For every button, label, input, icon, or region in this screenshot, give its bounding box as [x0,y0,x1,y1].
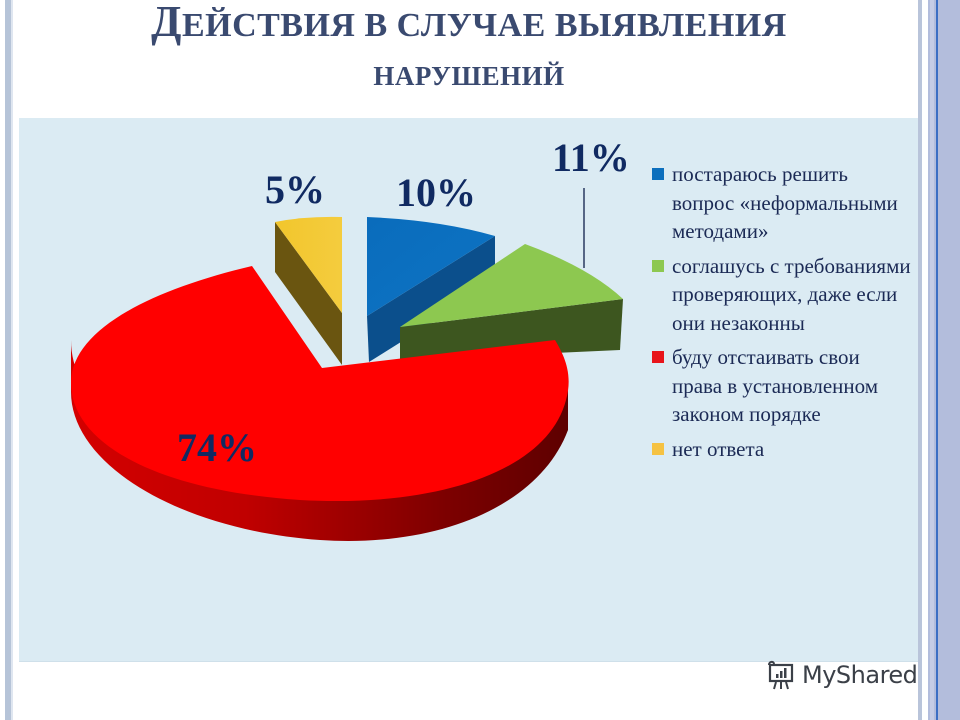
label-10-percent: 10% [396,170,476,215]
slide-title: ДЕЙСТВИЯ В СЛУЧАЕ ВЫЯВЛЕНИЯ НАРУШЕНИЙ [20,0,918,104]
legend-swatch-blue [652,168,664,180]
legend-label: буду отстаивать свои права в установленн… [672,345,879,426]
slide-title-line2: НАРУШЕНИЙ [373,61,565,91]
watermark: MyShared [766,655,918,695]
left-border-inner [11,0,13,720]
legend-label: нет ответа [672,436,765,461]
label-5-percent: 5% [265,167,325,212]
slice-no-answer [275,216,342,365]
presentation-board-icon [768,660,794,690]
slice-comply [400,244,623,360]
legend-label: постараюсь решить вопрос «неформальными … [672,162,898,243]
title-initial: Д [151,0,182,46]
right-edge-line [936,0,938,720]
chart-area: 5% 10% 11% 74% [19,118,918,662]
slice-informal-methods [367,217,495,362]
legend-item-comply: соглашусь с требованиями проверяющих, да… [652,252,914,338]
chart-legend: постараюсь решить вопрос «неформальными … [652,160,914,469]
right-border [918,0,922,720]
title-line1-text: ЕЙСТВИЯ В СЛУЧАЕ ВЫЯВЛЕНИЯ [181,7,787,44]
right-edge-highlight [930,0,934,720]
legend-swatch-yellow [652,442,664,455]
slice-defend-rights [70,266,569,541]
left-border [5,0,11,720]
label-74-percent: 74% [177,425,257,470]
label-11-percent: 11% [552,135,630,180]
pie-chart [70,188,623,541]
legend-swatch-red [652,351,664,363]
watermark-text: MyShared [802,661,918,689]
legend-label: соглашусь с требованиями проверяющих, да… [672,253,911,335]
legend-item-informal: постараюсь решить вопрос «неформальными … [652,160,914,246]
slide-title-line1: ДЕЙСТВИЯ В СЛУЧАЕ ВЫЯВЛЕНИЯ [20,0,918,54]
legend-item-no-answer: нет ответа [652,435,914,464]
legend-swatch-green [652,259,664,272]
legend-item-defend: буду отстаивать свои права в установленн… [652,343,914,429]
